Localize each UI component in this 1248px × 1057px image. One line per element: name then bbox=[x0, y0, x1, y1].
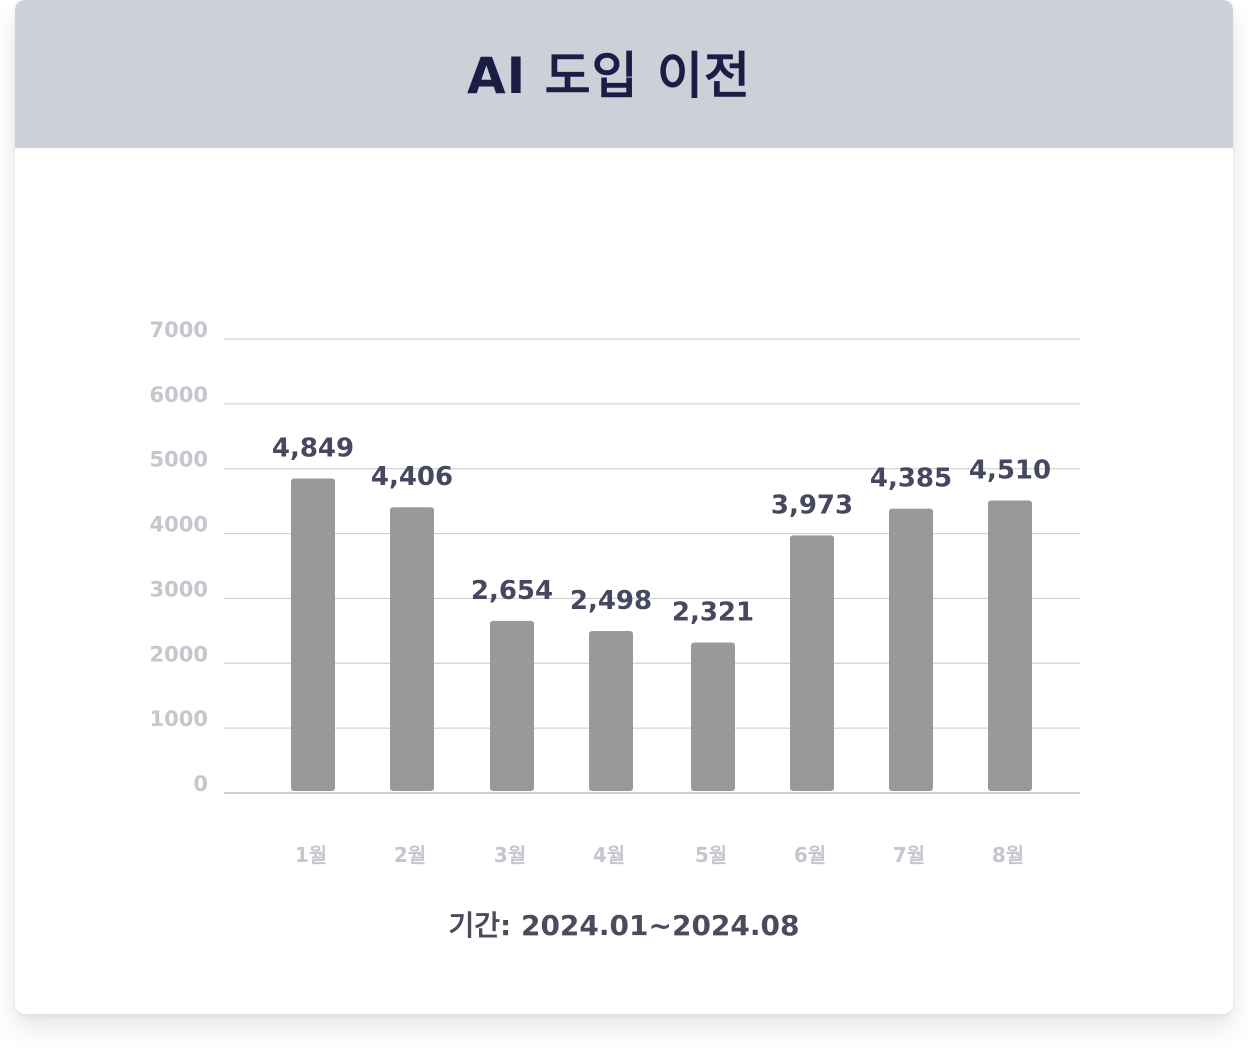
bar-6월 bbox=[790, 535, 834, 791]
x-tick-label-1월: 1월 bbox=[295, 843, 327, 867]
x-tick-label-2월: 2월 bbox=[394, 843, 426, 867]
bar-1월 bbox=[291, 478, 335, 791]
data-label-6월: 3,973 bbox=[771, 490, 853, 520]
y-tick-label-5000: 5000 bbox=[150, 448, 208, 472]
x-tick-label-3월: 3월 bbox=[494, 843, 526, 867]
data-label-8월: 4,510 bbox=[969, 455, 1051, 485]
bar-8월 bbox=[988, 500, 1032, 791]
bar-7월 bbox=[889, 508, 933, 791]
period-label: 기간: 2024.01~2024.08 bbox=[448, 909, 800, 942]
y-tick-label-0: 0 bbox=[193, 772, 208, 796]
data-label-7월: 4,385 bbox=[870, 464, 952, 494]
y-tick-label-6000: 6000 bbox=[150, 383, 208, 407]
x-tick-label-7월: 7월 bbox=[893, 843, 925, 867]
data-label-1월: 4,849 bbox=[272, 434, 354, 464]
bar-2월 bbox=[390, 507, 434, 791]
y-tick-label-1000: 1000 bbox=[150, 707, 208, 731]
chart-header bbox=[15, 0, 1233, 148]
y-tick-label-2000: 2000 bbox=[150, 642, 208, 666]
data-label-3월: 2,654 bbox=[471, 576, 553, 606]
x-tick-label-5월: 5월 bbox=[695, 843, 727, 867]
bar-4월 bbox=[589, 630, 633, 791]
bar-3월 bbox=[490, 620, 534, 791]
x-tick-label-4월: 4월 bbox=[593, 843, 625, 867]
x-tick-label-6월: 6월 bbox=[794, 843, 826, 867]
y-tick-label-4000: 4000 bbox=[150, 513, 208, 537]
y-tick-label-3000: 3000 bbox=[150, 577, 208, 601]
bar-5월 bbox=[691, 642, 735, 791]
x-tick-label-8월: 8월 bbox=[992, 843, 1024, 867]
chart-title: AI 도입 이전 bbox=[466, 47, 752, 105]
data-label-4월: 2,498 bbox=[570, 586, 652, 616]
y-tick-label-7000: 7000 bbox=[150, 318, 208, 342]
data-label-5월: 2,321 bbox=[672, 597, 754, 627]
data-label-2월: 4,406 bbox=[371, 462, 453, 492]
